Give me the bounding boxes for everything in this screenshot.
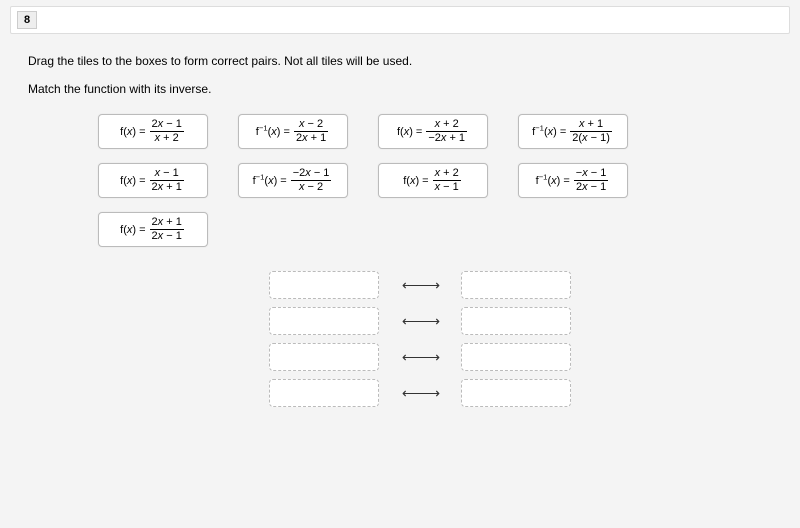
fraction-denominator: 2x − 1 xyxy=(574,181,609,193)
fraction-numerator: x + 2 xyxy=(433,168,461,181)
function-tile[interactable]: f−1(x) = x + 12(x − 1) xyxy=(518,114,628,149)
fraction-numerator: 2x − 1 xyxy=(150,119,184,132)
pair-row: ⟵⟶ xyxy=(269,271,571,299)
double-arrow-icon: ⟵⟶ xyxy=(395,349,445,366)
double-arrow-icon: ⟵⟶ xyxy=(395,277,445,294)
tile-lhs: f−1(x) = xyxy=(253,175,287,187)
fraction-numerator: −2x − 1 xyxy=(291,168,332,181)
dropzone-left[interactable] xyxy=(269,271,379,299)
tile-fraction: 2x + 12x − 1 xyxy=(150,217,184,242)
fraction-numerator: 2x + 1 xyxy=(150,217,184,230)
tile-fraction: −x − 12x − 1 xyxy=(574,168,609,193)
tile-lhs: f(x) = xyxy=(120,175,145,187)
tile-row: f(x) =2x − 1x + 2f−1(x) =x − 22x + 1f(x)… xyxy=(98,114,772,149)
function-tile[interactable]: f(x) = x + 2x − 1 xyxy=(378,163,488,198)
fraction-denominator: −2x + 1 xyxy=(426,132,467,144)
question-number: 8 xyxy=(17,11,37,29)
pair-drop-area: ⟵⟶ ⟵⟶ ⟵⟶ ⟵⟶ xyxy=(68,271,772,407)
tile-fraction: 2x − 1x + 2 xyxy=(150,119,184,144)
instruction-drag: Drag the tiles to the boxes to form corr… xyxy=(28,54,772,68)
fraction-numerator: −x − 1 xyxy=(574,168,609,181)
tile-lhs: f(x) = xyxy=(120,224,145,236)
dropzone-right[interactable] xyxy=(461,379,571,407)
tile-fraction: x − 12x + 1 xyxy=(150,168,184,193)
dropzone-left[interactable] xyxy=(269,343,379,371)
question-header: 8 xyxy=(10,6,790,34)
dropzone-left[interactable] xyxy=(269,379,379,407)
dropzone-left[interactable] xyxy=(269,307,379,335)
tile-lhs: f−1(x) = xyxy=(532,126,566,138)
fraction-denominator: x − 2 xyxy=(291,181,332,193)
function-tile[interactable]: f−1(x) = −x − 12x − 1 xyxy=(518,163,628,198)
fraction-denominator: x − 1 xyxy=(433,181,461,193)
dropzone-right[interactable] xyxy=(461,307,571,335)
fraction-denominator: 2x + 1 xyxy=(294,132,328,144)
tile-lhs: f−1(x) = xyxy=(256,126,290,138)
function-tile[interactable]: f−1(x) = −2x − 1x − 2 xyxy=(238,163,348,198)
pair-row: ⟵⟶ xyxy=(269,343,571,371)
fraction-numerator: x + 2 xyxy=(426,119,467,132)
fraction-denominator: 2(x − 1) xyxy=(570,132,612,144)
tile-fraction: x + 2x − 1 xyxy=(433,168,461,193)
pair-row: ⟵⟶ xyxy=(269,379,571,407)
pair-row: ⟵⟶ xyxy=(269,307,571,335)
function-tile[interactable]: f−1(x) = x − 22x + 1 xyxy=(238,114,348,149)
function-tile[interactable]: f(x) = 2x − 1x + 2 xyxy=(98,114,208,149)
tile-row: f(x) = 2x + 12x − 1 xyxy=(98,212,772,247)
fraction-numerator: x − 2 xyxy=(294,119,328,132)
question-content: Drag the tiles to the boxes to form corr… xyxy=(0,34,800,417)
function-tile[interactable]: f(x) = 2x + 12x − 1 xyxy=(98,212,208,247)
double-arrow-icon: ⟵⟶ xyxy=(395,385,445,402)
tile-fraction: x + 2−2x + 1 xyxy=(426,119,467,144)
tile-lhs: f(x) = xyxy=(397,126,422,138)
fraction-denominator: x + 2 xyxy=(150,132,184,144)
instruction-match: Match the function with its inverse. xyxy=(28,82,772,96)
fraction-numerator: x + 1 xyxy=(570,119,612,132)
tile-lhs: f(x) = xyxy=(120,126,145,138)
tile-lhs: f(x) = xyxy=(403,175,428,187)
fraction-denominator: 2x + 1 xyxy=(150,181,184,193)
dropzone-right[interactable] xyxy=(461,271,571,299)
tile-fraction: x + 12(x − 1) xyxy=(570,119,612,144)
tile-fraction: x − 22x + 1 xyxy=(294,119,328,144)
tile-fraction: −2x − 1x − 2 xyxy=(291,168,332,193)
tile-row: f(x) =x − 12x + 1f−1(x) =−2x − 1x − 2f(x… xyxy=(98,163,772,198)
tile-bank: f(x) =2x − 1x + 2f−1(x) =x − 22x + 1f(x)… xyxy=(98,114,772,247)
double-arrow-icon: ⟵⟶ xyxy=(395,313,445,330)
function-tile[interactable]: f(x) = x − 12x + 1 xyxy=(98,163,208,198)
tile-lhs: f−1(x) = xyxy=(536,175,570,187)
fraction-numerator: x − 1 xyxy=(150,168,184,181)
dropzone-right[interactable] xyxy=(461,343,571,371)
function-tile[interactable]: f(x) = x + 2−2x + 1 xyxy=(378,114,488,149)
fraction-denominator: 2x − 1 xyxy=(150,230,184,242)
